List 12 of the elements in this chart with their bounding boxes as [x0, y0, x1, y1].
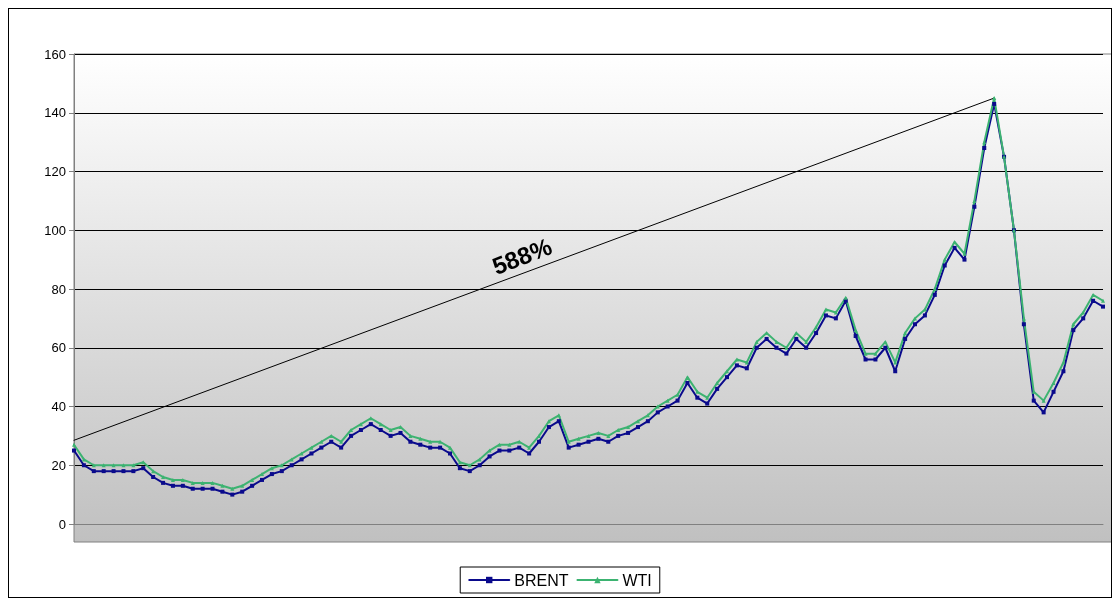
- y-tick-label: 60: [51, 340, 66, 356]
- y-tick-label: 160: [44, 46, 66, 62]
- annotation: 588%: [488, 232, 556, 280]
- y-tick-label: 120: [44, 164, 66, 179]
- y-tick-label: 100: [44, 222, 66, 238]
- legend-label: BRENT: [514, 571, 569, 589]
- legend-label: WTI: [622, 571, 652, 589]
- y-tick-label: 40: [51, 399, 66, 414]
- y-tick-label: 20: [51, 457, 66, 473]
- y-tick-label: 80: [51, 281, 66, 297]
- y-tick-label: 0: [58, 516, 66, 532]
- y-tick-label: 140: [44, 105, 66, 121]
